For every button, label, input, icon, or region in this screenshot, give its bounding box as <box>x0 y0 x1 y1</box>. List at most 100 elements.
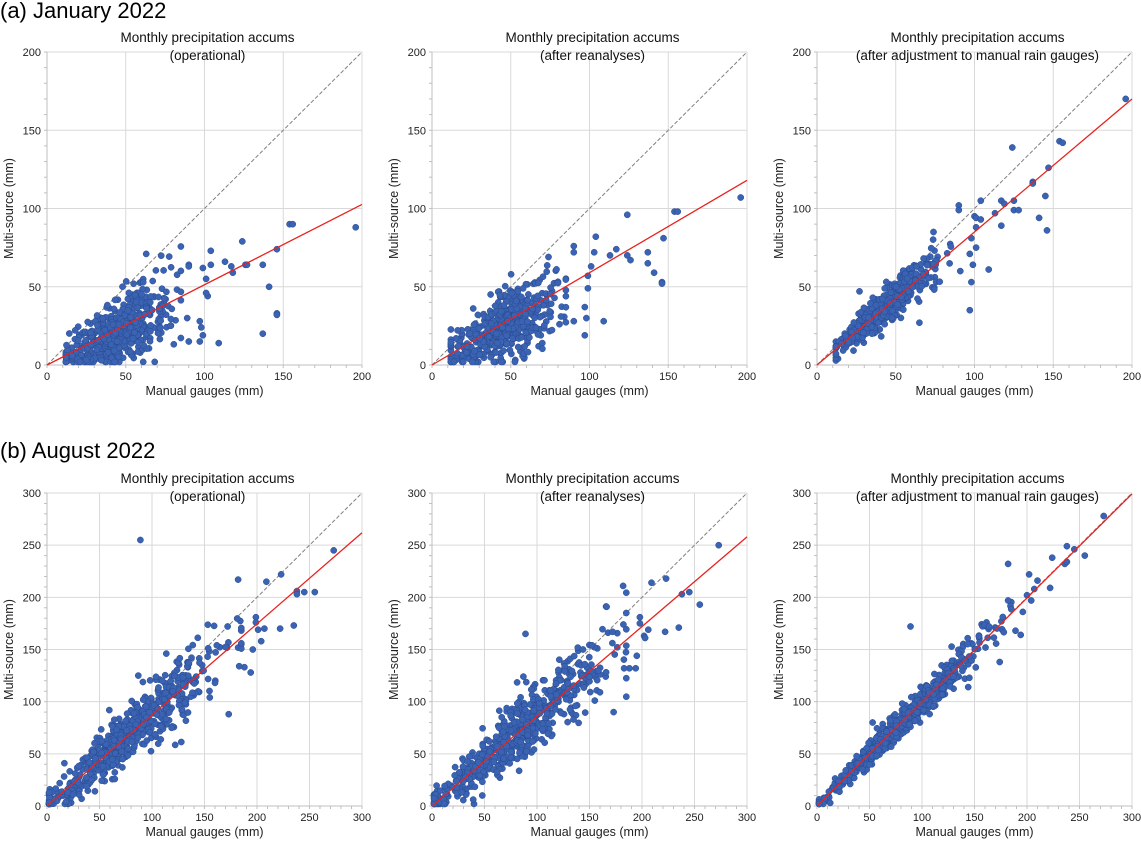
data-point <box>826 799 834 807</box>
data-point <box>1004 560 1012 568</box>
data-point <box>972 664 980 671</box>
y-axis-label: Multi-source (mm) <box>387 158 401 259</box>
data-point <box>113 726 121 734</box>
data-point <box>554 279 562 287</box>
data-point <box>441 782 448 790</box>
y-tick-label: 200 <box>23 592 41 604</box>
data-point <box>86 759 93 766</box>
chart-title: Monthly precipitation accums <box>505 471 679 486</box>
data-point <box>169 688 177 695</box>
data-point <box>464 758 472 766</box>
data-point <box>552 706 559 713</box>
chart-subtitle: (after adjustment to manual rain gauges) <box>856 489 1099 504</box>
data-point <box>189 689 196 697</box>
data-point <box>185 659 193 667</box>
data-point <box>71 327 79 334</box>
data-point <box>514 288 522 295</box>
data-point <box>167 263 175 271</box>
data-point <box>650 269 658 277</box>
data-point <box>1063 542 1071 550</box>
data-point <box>178 706 186 713</box>
data-point <box>293 590 301 598</box>
data-point <box>1012 627 1019 635</box>
data-point <box>522 329 530 337</box>
data-point <box>557 313 565 320</box>
data-point <box>210 622 218 630</box>
data-point <box>658 280 666 287</box>
data-point <box>160 294 168 302</box>
data-point <box>633 652 641 660</box>
data-point <box>891 711 899 718</box>
x-tick-label: 150 <box>659 371 677 383</box>
data-point <box>184 709 192 716</box>
data-point <box>969 261 977 269</box>
data-point <box>905 721 913 728</box>
data-point <box>277 571 285 578</box>
data-point <box>914 295 921 302</box>
data-point <box>142 250 150 258</box>
data-point <box>99 762 107 770</box>
data-point <box>907 623 914 630</box>
data-point <box>119 283 126 291</box>
data-point <box>447 326 455 333</box>
data-point <box>879 295 886 303</box>
data-point <box>496 292 504 299</box>
data-point <box>171 741 179 749</box>
data-point <box>853 752 860 760</box>
data-point <box>1100 512 1108 520</box>
x-tick-label: 200 <box>248 812 266 824</box>
data-point <box>519 285 527 292</box>
y-tick-label: 50 <box>414 749 426 761</box>
data-point <box>478 792 486 799</box>
data-point <box>451 772 459 779</box>
data-point <box>509 335 516 342</box>
data-point <box>562 292 570 300</box>
x-tick-label: 100 <box>913 812 931 824</box>
data-point <box>927 244 935 252</box>
data-point <box>1035 214 1043 222</box>
y-tick-label: 150 <box>408 125 426 137</box>
chart-title: Monthly precipitation accums <box>505 30 679 45</box>
data-point <box>579 646 587 653</box>
data-point <box>165 253 173 260</box>
data-point <box>507 712 514 720</box>
data-point <box>644 259 652 267</box>
data-point <box>458 788 466 796</box>
data-point <box>62 798 70 806</box>
x-tick-label: 150 <box>195 812 213 824</box>
data-point <box>265 283 273 291</box>
data-point <box>977 197 985 205</box>
data-point <box>98 737 106 745</box>
data-point <box>124 307 132 314</box>
data-point <box>997 222 1005 230</box>
data-point <box>948 643 955 650</box>
data-point <box>517 738 524 746</box>
data-point <box>97 726 105 733</box>
data-point <box>903 275 911 282</box>
data-point <box>594 667 602 675</box>
x-tick-label: 150 <box>1044 371 1062 383</box>
data-point <box>165 709 173 716</box>
data-point <box>583 314 590 322</box>
x-tick-label: 100 <box>528 812 546 824</box>
data-point <box>506 760 514 767</box>
data-point <box>131 329 138 336</box>
data-points <box>832 95 1130 364</box>
data-point <box>566 706 574 713</box>
data-point <box>125 289 133 297</box>
data-point <box>500 347 507 355</box>
data-point <box>881 320 889 328</box>
data-point <box>539 273 547 281</box>
chart-subtitle: (after adjustment to manual rain gauges) <box>856 48 1099 63</box>
data-point <box>581 331 589 339</box>
data-point <box>968 278 975 286</box>
data-point <box>964 640 972 648</box>
data-point <box>45 789 53 796</box>
x-tick-label: 0 <box>44 371 50 383</box>
data-point <box>544 730 552 738</box>
data-point <box>87 329 95 337</box>
data-point <box>521 343 528 350</box>
data-point <box>522 678 530 686</box>
data-point <box>552 680 560 687</box>
data-point <box>151 730 159 738</box>
